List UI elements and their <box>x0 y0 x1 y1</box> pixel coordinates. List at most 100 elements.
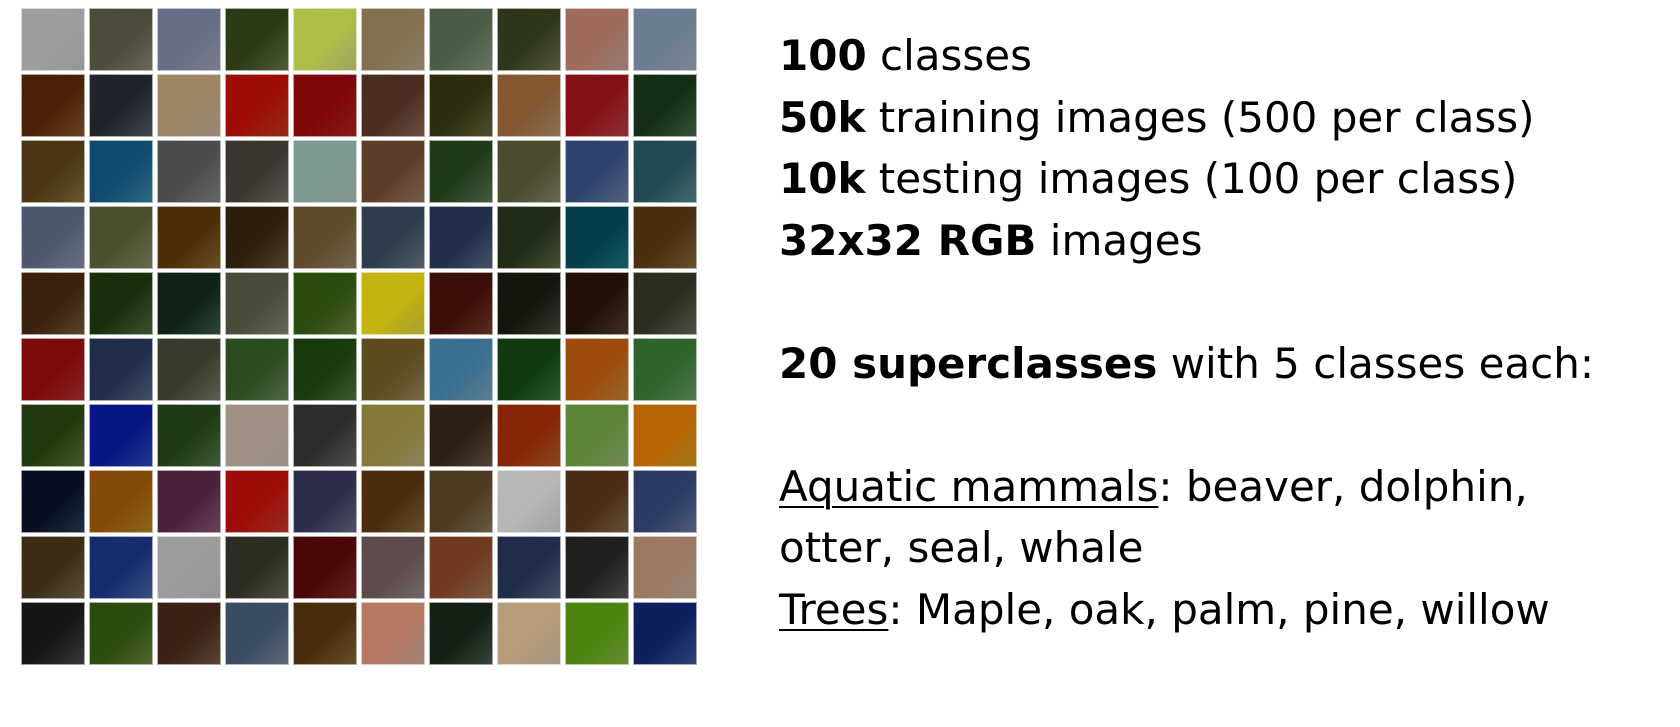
sample-image-thumbnail <box>157 470 221 533</box>
sample-image-thumbnail <box>89 536 153 599</box>
sample-image-thumbnail <box>293 470 357 533</box>
sample-image-thumbnail <box>361 470 425 533</box>
sample-image-thumbnail <box>157 140 221 203</box>
sample-image-thumbnail <box>21 470 85 533</box>
trees-line: Trees: Maple, oak, palm, pine, willow <box>779 584 1550 634</box>
sample-image-thumbnail <box>225 470 289 533</box>
sample-image-thumbnail <box>565 338 629 401</box>
sample-image-thumbnail <box>157 272 221 335</box>
sample-image-thumbnail <box>225 404 289 467</box>
sample-image-thumbnail <box>293 602 357 665</box>
sample-image-thumbnail <box>157 338 221 401</box>
sample-image-thumbnail <box>565 602 629 665</box>
sample-image-thumbnail <box>89 206 153 269</box>
sample-image-thumbnail <box>497 404 561 467</box>
sample-image-thumbnail <box>157 206 221 269</box>
sample-image-thumbnail <box>361 140 425 203</box>
sample-image-thumbnail <box>429 602 493 665</box>
sample-image-thumbnail <box>497 206 561 269</box>
classes-line: 100 classes <box>779 31 1033 80</box>
sample-image-thumbnail <box>157 404 221 467</box>
sample-image-thumbnail <box>293 74 357 137</box>
training-images-line: 50k training images (500 per class) <box>779 92 1535 142</box>
sample-image-thumbnail <box>21 74 85 137</box>
sample-image-thumbnail <box>225 272 289 335</box>
sample-image-thumbnail <box>497 470 561 533</box>
sample-image-thumbnail <box>293 272 357 335</box>
sample-image-thumbnail <box>497 602 561 665</box>
sample-image-thumbnail <box>21 404 85 467</box>
sample-image-thumbnail <box>429 404 493 467</box>
sample-image-grid <box>21 8 697 671</box>
sample-image-thumbnail <box>361 74 425 137</box>
sample-image-thumbnail <box>633 74 697 137</box>
sample-image-thumbnail <box>157 536 221 599</box>
sample-image-thumbnail <box>497 74 561 137</box>
sample-image-thumbnail <box>293 536 357 599</box>
sample-image-thumbnail <box>633 140 697 203</box>
sample-image-thumbnail <box>429 8 493 71</box>
sample-image-thumbnail <box>497 272 561 335</box>
sample-image-thumbnail <box>633 404 697 467</box>
sample-image-thumbnail <box>21 602 85 665</box>
superclasses-line: 20 superclasses with 5 classes each: <box>779 338 1595 388</box>
aquatic-mammals-line: Aquatic mammals: beaver, dolphin, <box>779 461 1528 511</box>
sample-image-thumbnail <box>429 140 493 203</box>
sample-image-thumbnail <box>21 206 85 269</box>
sample-image-thumbnail <box>633 470 697 533</box>
sample-image-thumbnail <box>429 536 493 599</box>
sample-image-thumbnail <box>89 272 153 335</box>
sample-image-thumbnail <box>633 206 697 269</box>
sample-image-thumbnail <box>225 74 289 137</box>
sample-image-thumbnail <box>225 8 289 71</box>
sample-image-thumbnail <box>225 536 289 599</box>
sample-image-thumbnail <box>361 272 425 335</box>
sample-image-thumbnail <box>89 8 153 71</box>
aquatic-mammals-continued-line: otter, seal, whale <box>779 523 1144 572</box>
sample-image-thumbnail <box>633 536 697 599</box>
sample-image-thumbnail <box>293 404 357 467</box>
sample-image-thumbnail <box>21 272 85 335</box>
sample-image-thumbnail <box>89 602 153 665</box>
sample-image-thumbnail <box>429 338 493 401</box>
sample-image-thumbnail <box>361 206 425 269</box>
spacer <box>779 271 1659 333</box>
sample-image-thumbnail <box>429 272 493 335</box>
sample-image-thumbnail <box>565 74 629 137</box>
sample-image-thumbnail <box>565 404 629 467</box>
sample-image-thumbnail <box>565 140 629 203</box>
sample-image-thumbnail <box>361 602 425 665</box>
sample-image-thumbnail <box>89 74 153 137</box>
sample-image-thumbnail <box>497 338 561 401</box>
sample-image-thumbnail <box>89 338 153 401</box>
sample-image-thumbnail <box>89 140 153 203</box>
sample-image-thumbnail <box>157 74 221 137</box>
sample-image-thumbnail <box>565 470 629 533</box>
sample-image-thumbnail <box>21 8 85 71</box>
sample-image-thumbnail <box>21 536 85 599</box>
image-size-line: 32x32 RGB images <box>779 215 1203 265</box>
sample-image-thumbnail <box>293 338 357 401</box>
sample-image-thumbnail <box>429 470 493 533</box>
sample-image-thumbnail <box>633 602 697 665</box>
sample-image-thumbnail <box>565 272 629 335</box>
sample-image-thumbnail <box>565 8 629 71</box>
sample-image-thumbnail <box>633 272 697 335</box>
sample-image-thumbnail <box>633 338 697 401</box>
sample-image-thumbnail <box>361 8 425 71</box>
sample-image-thumbnail <box>157 602 221 665</box>
sample-image-thumbnail <box>89 470 153 533</box>
sample-image-thumbnail <box>21 140 85 203</box>
sample-image-thumbnail <box>225 602 289 665</box>
sample-image-thumbnail <box>225 140 289 203</box>
sample-image-thumbnail <box>565 206 629 269</box>
sample-image-thumbnail <box>565 536 629 599</box>
sample-image-thumbnail <box>89 404 153 467</box>
sample-image-thumbnail <box>633 8 697 71</box>
sample-image-thumbnail <box>497 140 561 203</box>
sample-image-thumbnail <box>429 74 493 137</box>
sample-image-thumbnail <box>429 206 493 269</box>
spacer <box>779 394 1659 456</box>
testing-images-line: 10k testing images (100 per class) <box>779 154 1518 203</box>
dataset-description: 100 classes 50k training images (500 per… <box>779 25 1659 640</box>
